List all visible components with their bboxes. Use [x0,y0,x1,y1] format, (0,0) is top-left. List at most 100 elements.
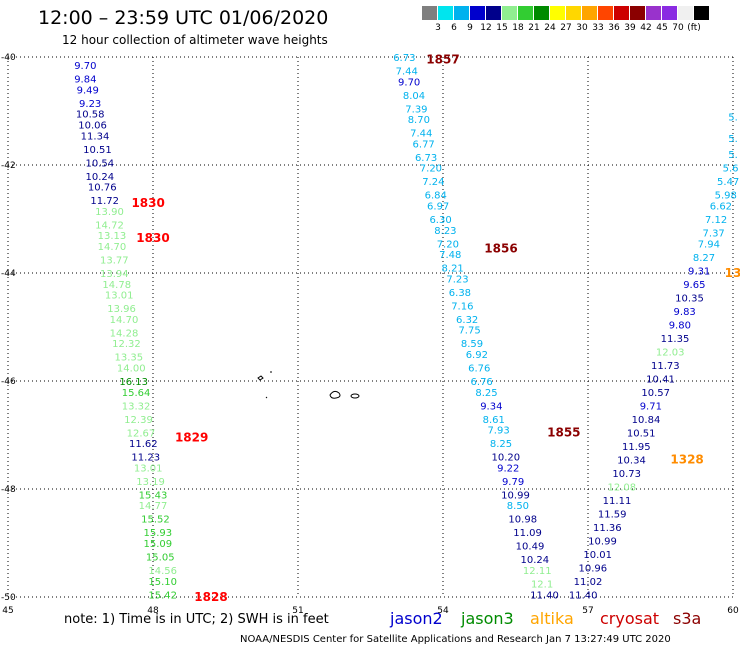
color-scale-swatch [630,6,646,20]
wave-height-value: 7.20 [437,239,459,250]
lon-tick-label: 51 [292,606,303,616]
wave-height-value: 13.35 [115,353,144,364]
wave-height-value: 5. [728,150,738,161]
wave-height-value: 7.23 [446,274,468,285]
wave-height-value: 12.11 [523,566,552,577]
wave-height-value: 15.10 [148,577,177,588]
wave-height-value: 5.98 [715,191,737,202]
pass-time-label: 1328 [670,452,703,466]
wave-height-value: 12.39 [124,415,153,426]
color-scale-swatch [566,6,582,20]
wave-height-value: 12.1 [531,580,553,591]
island-crozet-4 [329,390,341,399]
wave-height-value: 7.44 [396,67,418,78]
lat-tick-label: -40 [1,53,16,63]
wave-height-value: 10.58 [76,110,105,121]
wave-height-value: 8.23 [434,226,456,237]
wave-height-value: 11.59 [598,509,627,520]
wave-height-value: 7.20 [420,164,442,175]
legend-s3a: s3a [673,609,702,628]
wave-height-value: 6.76 [468,364,490,375]
wave-height-value: 8.21 [442,264,464,275]
wave-height-value: 14.00 [117,364,146,375]
island-crozet-3 [265,396,268,399]
color-scale-swatch [614,6,630,20]
color-scale-swatch [518,6,534,20]
wave-height-value: 5. [728,134,738,145]
wave-height-value: 10.54 [86,158,115,169]
color-scale-swatch [678,6,694,20]
wave-height-value: 10.49 [516,542,545,553]
color-scale-label: 6 [451,23,457,33]
wave-height-value: 10.84 [632,415,661,426]
wave-height-value: 8.61 [483,415,505,426]
wave-height-value: 8.50 [507,501,529,512]
lat-tick-label: -44 [1,269,16,279]
wave-height-value: 10.01 [583,550,612,561]
wave-height-value: 13.13 [98,231,127,242]
wave-height-value: 9.22 [497,463,519,474]
wave-height-value: 13.32 [122,401,151,412]
wave-height-value: 16.13 [119,377,148,388]
color-scale-label: 39 [624,23,636,33]
wave-height-value: 10.24 [86,172,115,183]
wave-height-value: 11.02 [574,577,603,588]
wave-height-value: 10.06 [78,121,107,132]
wave-height-value: 7.94 [698,239,720,250]
color-scale-swatch [502,6,518,20]
pass-time-label: 1856 [484,242,517,256]
pass-time-label: 1855 [547,425,580,439]
wave-height-value: 7.44 [410,129,432,140]
color-scale-swatch [550,6,566,20]
wave-height-value: 9.79 [502,477,524,488]
wave-height-value: 10.99 [501,490,530,501]
wave-height-value: 15.93 [144,528,173,539]
wave-height-value: 12.03 [656,347,685,358]
lat-tick-label: -46 [1,377,16,387]
wave-height-value: 8.25 [475,388,497,399]
chart-subtitle: 12 hour collection of altimeter wave hei… [62,33,328,47]
lat-lon-grid: 45 48 51 54 57 60 -40 -42 -44 -46 -48 -50 [1,53,739,616]
wave-height-value: 14.70 [110,315,139,326]
wave-height-value: 7.16 [451,301,473,312]
wave-height-value: 8.27 [693,253,715,264]
pass-time-label: 1857 [426,53,459,67]
wave-height-value: 13.19 [136,477,165,488]
footer-note: note: 1) Time is in UTC; 2) SWH is in fe… [64,612,329,627]
wave-height-value: 9.34 [480,401,502,412]
color-scale-label: 45 [656,23,668,33]
wave-height-value: 12.67 [127,428,156,439]
wave-height-value: 10.20 [492,453,521,464]
color-scale-swatch [470,6,486,20]
legend-jason2: jason2 [390,609,443,628]
wave-height-value: 11.36 [593,523,622,534]
wave-height-value: 14.72 [95,220,124,231]
wave-height-value: 11.23 [131,453,160,464]
wave-height-value: 7.93 [487,426,509,437]
color-scale-swatch [646,6,662,20]
island-crozet-5 [350,393,360,399]
wave-height-value: 12.32 [112,339,141,350]
land-features [257,371,360,399]
color-scale-swatch [454,6,470,20]
wave-height-value: 14.28 [110,328,139,339]
color-scale-label: 24 [544,23,556,33]
wave-height-value: 11.40 [569,590,598,601]
wave-height-value: 9.80 [669,320,691,331]
footer-credit: NOAA/NESDIS Center for Satellite Applica… [240,634,671,645]
color-scale-label: 15 [496,23,508,33]
chart-title: 12:00 – 23:59 UTC 01/06/2020 [38,7,329,29]
color-scale-swatch [662,6,678,20]
wave-height-value: 10.51 [83,145,112,156]
color-scale-label: 21 [528,23,540,33]
legend-jason3: jason3 [461,609,514,628]
wave-height-value: 6.92 [466,350,488,361]
wave-height-value: 9.49 [77,85,99,96]
wave-height-value: 10.96 [579,563,608,574]
wave-height-value: 11.34 [81,131,110,142]
wave-height-value: 13.01 [134,463,163,474]
wave-height-value: 12.08 [608,482,637,493]
lon-tick-label: 54 [437,606,449,616]
